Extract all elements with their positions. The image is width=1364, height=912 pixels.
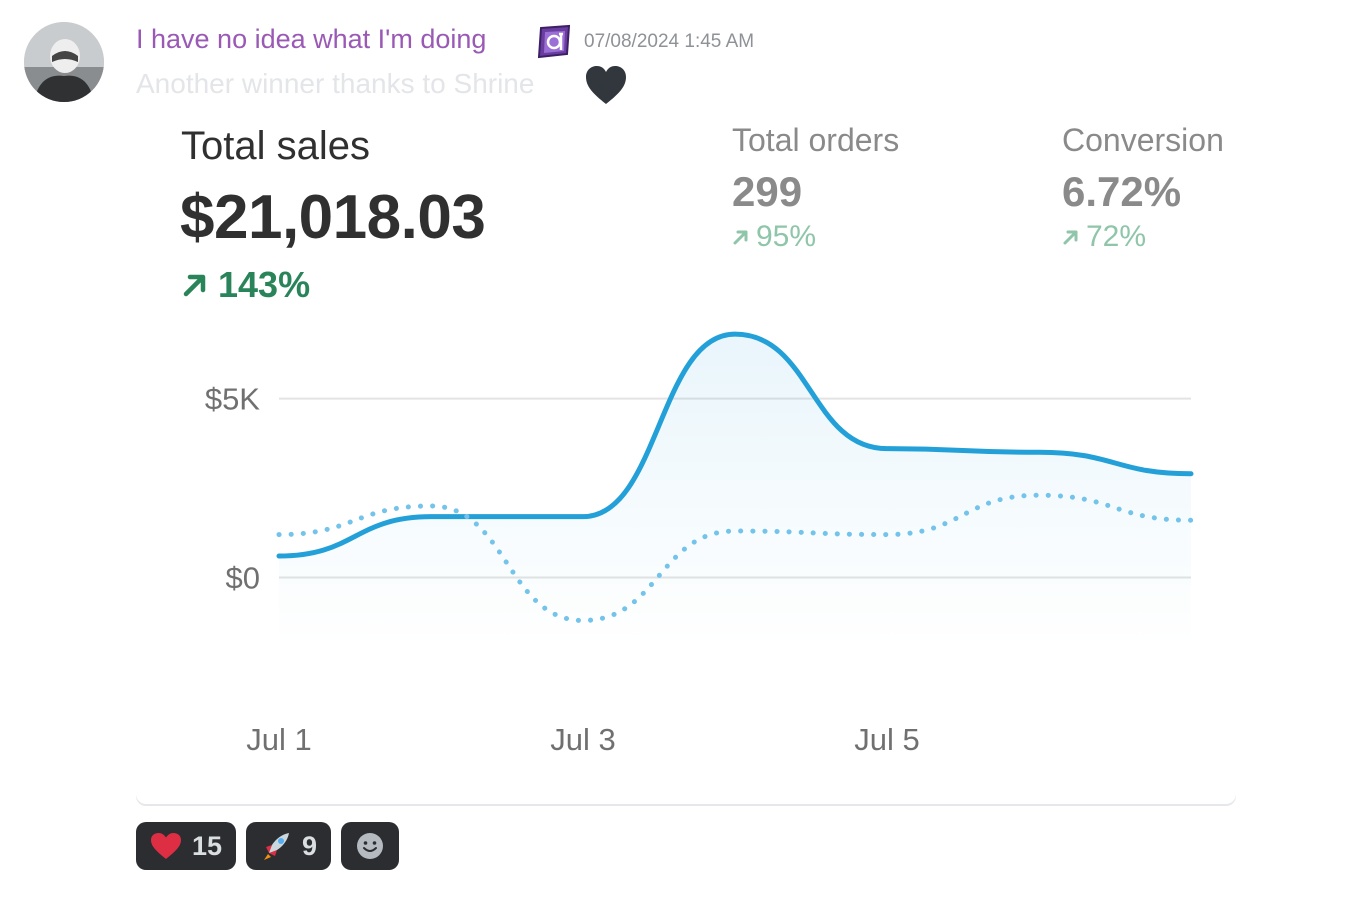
reaction-count: 15 <box>192 830 223 861</box>
reaction-count: 9 <box>302 830 318 861</box>
rocket-icon <box>264 833 290 860</box>
conversion-label: Conversion <box>1062 122 1224 158</box>
arrow-up-right-icon <box>183 274 206 297</box>
series-area <box>279 334 1191 647</box>
black-heart-icon <box>586 66 626 104</box>
conversion-delta: 72% <box>1062 220 1146 254</box>
conversion-value: 6.72% <box>1062 168 1182 215</box>
total-orders-delta: 95% <box>732 220 816 254</box>
reactions-bar: 15 9 <box>136 822 400 870</box>
total-sales-delta: 143% <box>180 264 310 306</box>
avatar-image <box>24 22 104 102</box>
arrow-up-right-icon <box>1063 230 1078 245</box>
x-tick-label: Jul 3 <box>550 722 615 757</box>
reaction-rocket[interactable]: 9 <box>246 822 332 870</box>
total-orders-label: Total orders <box>732 122 900 158</box>
series-line-comparison <box>276 492 1194 623</box>
total-sales-label: Total sales <box>181 124 370 168</box>
sales-chart: $5K $0 Jul 1 Jul 3 Jul 5 <box>205 331 1194 757</box>
total-sales-delta-text: 143% <box>218 264 311 305</box>
series-line-current <box>276 331 1194 559</box>
y-tick-label: $5K <box>205 382 260 417</box>
y-tick-label: $0 <box>226 561 260 596</box>
conversion-delta-text: 72% <box>1086 220 1147 253</box>
purple-badge-icon <box>537 24 571 59</box>
sales-card-image[interactable]: Total sales $21,018.03 143% Total orders… <box>136 112 1236 804</box>
timestamp: 07/08/2024 1:45 AM <box>584 31 755 52</box>
total-orders-delta-text: 95% <box>756 220 817 253</box>
username[interactable]: I have no idea what I'm doing <box>136 24 487 54</box>
reaction-heart[interactable]: 15 <box>136 822 237 870</box>
add-reaction-button[interactable] <box>341 822 400 870</box>
total-sales-value: $21,018.03 <box>180 183 486 252</box>
total-orders-value: 299 <box>732 168 803 215</box>
red-heart-icon <box>151 833 181 859</box>
x-tick-label: Jul 5 <box>854 722 919 757</box>
x-tick-label: Jul 1 <box>246 722 311 757</box>
message-text: Another winner thanks to Shrine <box>136 68 535 99</box>
smiley-add-icon <box>357 833 384 859</box>
arrow-up-right-icon <box>733 230 748 245</box>
avatar[interactable] <box>24 22 104 102</box>
